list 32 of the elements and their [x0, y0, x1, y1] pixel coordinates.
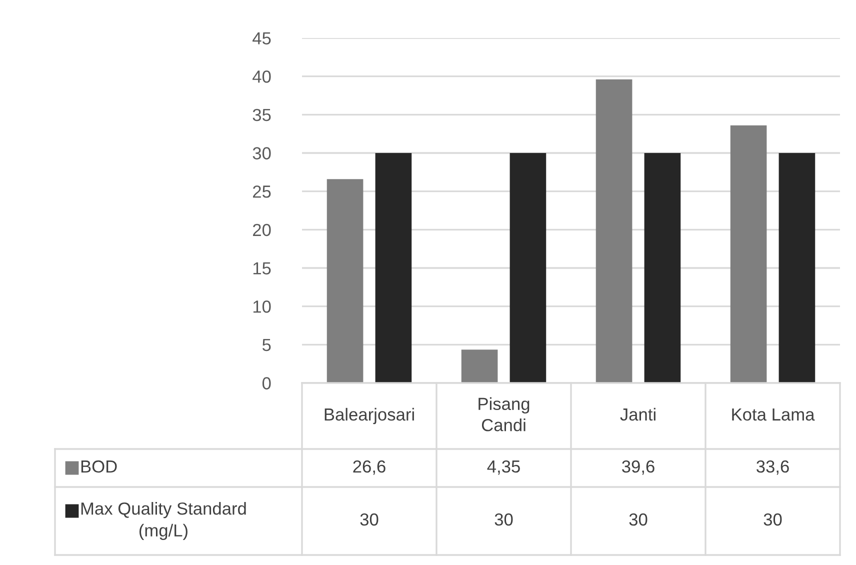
bar	[596, 79, 632, 383]
data-label: 30	[764, 513, 782, 526]
legend-label: Max Quality Standard (mg/L)	[81, 502, 246, 540]
data-label: 39,6	[622, 460, 654, 475]
y-tick-label: 5	[262, 339, 271, 352]
bar	[375, 153, 412, 383]
y-tick-label: 40	[252, 70, 271, 83]
bar	[778, 153, 816, 383]
y-tick-label: 20	[253, 224, 271, 236]
bar	[644, 153, 681, 383]
bar	[730, 125, 767, 383]
y-tick-label: 15	[253, 262, 271, 274]
y-tick-label: 0	[262, 377, 271, 390]
data-label: 30	[360, 513, 378, 526]
y-tick-label: 10	[253, 300, 271, 313]
y-tick-label: 25	[253, 186, 271, 198]
y-tick-label: 45	[252, 32, 271, 44]
y-tick-label: 30	[252, 147, 271, 160]
x-tick-label: Kota Lama	[732, 408, 815, 421]
data-label: 30	[629, 513, 648, 526]
x-tick-label: Janti	[620, 408, 656, 421]
bar	[461, 350, 498, 383]
y-tick-label: 35	[252, 108, 271, 122]
x-tick-label: Balearjosari	[324, 408, 414, 424]
x-tick-label: Pisang Candi	[478, 397, 530, 432]
bar	[326, 179, 364, 383]
legend-label: BOD	[81, 460, 117, 473]
data-label: 33,6	[756, 460, 789, 475]
bar	[510, 153, 546, 383]
data-label: 26,6	[353, 460, 386, 475]
data-label: 30	[494, 513, 513, 526]
data-label: 4,35	[487, 460, 520, 475]
